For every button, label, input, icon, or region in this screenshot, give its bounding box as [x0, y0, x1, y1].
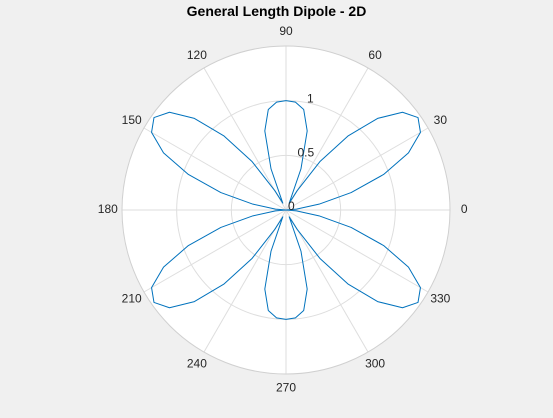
theta-tick-label: 180 [98, 202, 118, 216]
theta-tick-label: 30 [434, 113, 448, 127]
theta-gridline [143, 209, 287, 293]
polar-outer-circle [121, 45, 451, 375]
theta-gridline [285, 127, 429, 211]
theta-tick-label: 0 [461, 202, 468, 216]
theta-gridline [285, 209, 369, 353]
series-line [151, 100, 421, 320]
theta-tick-label: 330 [430, 291, 450, 305]
theta-tick-label: 270 [276, 380, 296, 394]
theta-gridline [203, 67, 287, 211]
theta-gridline [143, 127, 287, 211]
theta-tick-label: 150 [122, 113, 142, 127]
theta-gridline [285, 67, 369, 211]
theta-gridline [203, 209, 287, 353]
theta-tick-label: 240 [187, 357, 207, 371]
r-tick-label: 0.5 [297, 145, 314, 159]
theta-tick-label: 210 [122, 291, 142, 305]
r-tick-label: 0 [288, 199, 295, 213]
r-gridline [230, 154, 342, 266]
theta-tick-label: 300 [365, 357, 385, 371]
r-tick-label: 1 [307, 91, 314, 105]
theta-gridline [285, 209, 429, 293]
chart-title: General Length Dipole - 2D [186, 3, 367, 19]
theta-tick-label: 120 [187, 48, 207, 62]
theta-tick-label: 60 [368, 48, 382, 62]
theta-tick-label: 90 [279, 24, 293, 38]
